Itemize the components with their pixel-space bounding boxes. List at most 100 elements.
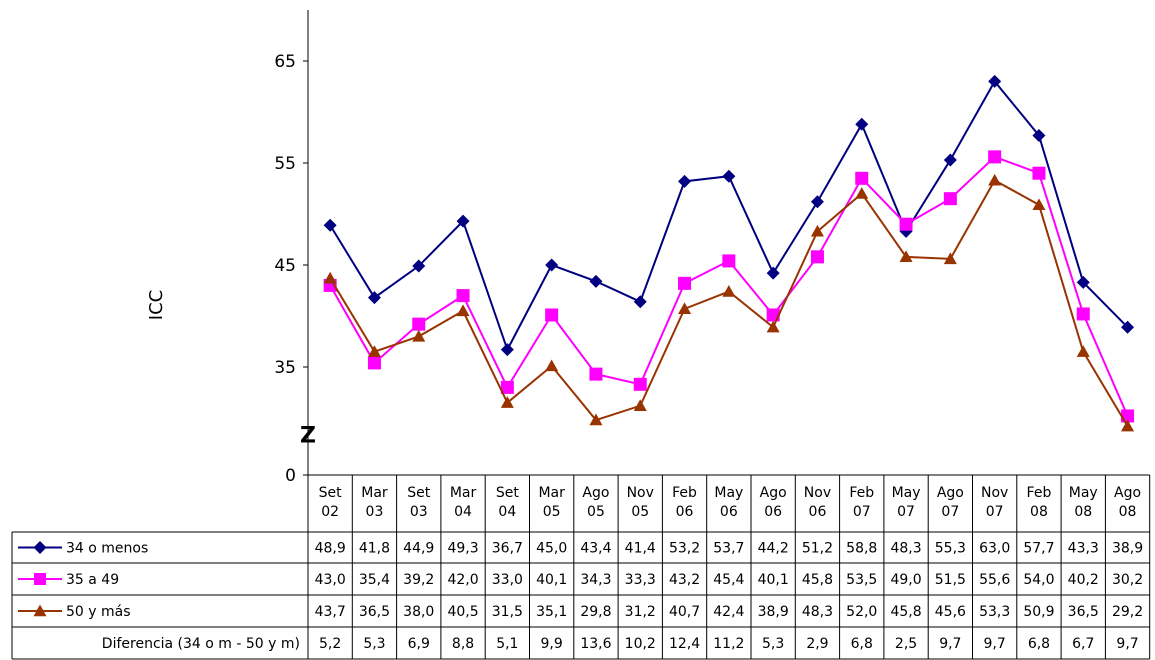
- table-value: 48,3: [802, 604, 833, 620]
- table-value: 33,3: [625, 572, 656, 588]
- table-value: 40,7: [669, 604, 700, 620]
- diamond-marker: [633, 295, 647, 309]
- table-value: 45,4: [713, 572, 744, 588]
- category-label: Set: [319, 485, 343, 501]
- table-value: 5,1: [496, 636, 518, 652]
- table-value: 49,3: [447, 541, 478, 557]
- triangle-marker: [678, 302, 692, 315]
- category-label: Nov: [804, 485, 831, 501]
- triangle-marker: [988, 173, 1002, 186]
- triangle-marker: [412, 329, 426, 342]
- table-value: 50,9: [1023, 604, 1054, 620]
- table-value: 36,5: [1068, 604, 1099, 620]
- table-value: 44,2: [758, 541, 789, 557]
- table-value: 2,5: [895, 636, 917, 652]
- series-name: 35 a 49: [66, 572, 119, 588]
- category-label: Nov: [981, 485, 1008, 501]
- table-value: 43,7: [315, 604, 346, 620]
- category-label: 05: [631, 504, 649, 520]
- diamond-marker: [988, 74, 1002, 88]
- table-value: 55,6: [979, 572, 1010, 588]
- diamond-marker: [33, 541, 47, 554]
- category-label: 07: [941, 504, 959, 520]
- category-label: 03: [410, 504, 428, 520]
- category-label: Set: [407, 485, 431, 501]
- triangle-marker: [589, 413, 603, 426]
- triangle-marker: [943, 252, 957, 265]
- table-value: 42,4: [713, 604, 744, 620]
- table-value: 11,2: [713, 636, 744, 652]
- square-marker: [34, 573, 46, 585]
- category-label: May: [714, 485, 743, 501]
- table-value: 30,2: [1112, 572, 1143, 588]
- category-label: Feb: [1027, 485, 1052, 501]
- diamond-marker: [456, 214, 470, 228]
- table-value: 36,5: [359, 604, 390, 620]
- table-value: 9,7: [1116, 636, 1138, 652]
- data-table: Set 02 Mar 03 Set 03 Mar 04 Set 04 Mar 05 Ago 05 Nov 05…: [11, 475, 1151, 660]
- table-value: 13,6: [580, 636, 611, 652]
- table-value: 10,2: [625, 636, 656, 652]
- category-label: 06: [809, 504, 827, 520]
- table-value: 40,2: [1068, 572, 1099, 588]
- category-label: Mar: [450, 485, 477, 501]
- table-value: 41,4: [625, 541, 656, 557]
- table-value: 45,6: [935, 604, 966, 620]
- table-value: 48,3: [890, 541, 921, 557]
- category-label: Mar: [361, 485, 388, 501]
- square-marker: [1032, 166, 1046, 180]
- table-value: 51,5: [935, 572, 966, 588]
- table-value: 52,0: [846, 604, 877, 620]
- y-axis-label: ICC: [146, 290, 167, 320]
- diamond-marker: [412, 259, 426, 273]
- diamond-marker: [500, 343, 514, 357]
- table-value: 53,3: [979, 604, 1010, 620]
- table-value: 35,1: [536, 604, 567, 620]
- table-value: 29,2: [1112, 604, 1143, 620]
- category-label: 07: [853, 504, 871, 520]
- table-value: 31,5: [492, 604, 523, 620]
- table-value: 58,8: [846, 541, 877, 557]
- triangle-marker: [323, 271, 337, 284]
- table-value: 45,8: [802, 572, 833, 588]
- y-tick-label: 65: [274, 52, 296, 72]
- category-label: May: [892, 485, 921, 501]
- category-label: 07: [897, 504, 915, 520]
- y-tick-label: 0: [285, 466, 296, 486]
- table-value: 40,1: [758, 572, 789, 588]
- category-label: 07: [986, 504, 1004, 520]
- square-marker: [1076, 307, 1090, 321]
- table-value: 29,8: [580, 604, 611, 620]
- table-value: 6,7: [1072, 636, 1094, 652]
- category-label: Ago: [760, 485, 787, 501]
- triangle-marker: [500, 396, 514, 408]
- triangle-marker: [722, 285, 736, 297]
- diamond-marker: [722, 169, 736, 183]
- category-label: Ago: [1114, 485, 1141, 501]
- category-label: 06: [720, 504, 738, 520]
- category-label: 05: [587, 504, 605, 520]
- diamond-marker: [367, 291, 381, 305]
- square-marker: [943, 192, 957, 206]
- category-label: 04: [454, 504, 472, 520]
- diamond-marker: [323, 218, 337, 232]
- square-marker: [456, 289, 470, 303]
- category-label: Set: [496, 485, 520, 501]
- category-label: Mar: [538, 485, 565, 501]
- table-value: 43,0: [315, 572, 346, 588]
- category-label: 08: [1030, 504, 1048, 520]
- category-label: 02: [321, 504, 339, 520]
- table-value: 31,2: [625, 604, 656, 620]
- category-label: 06: [676, 504, 694, 520]
- table-value: 53,5: [846, 572, 877, 588]
- series-name: 50 y más: [66, 604, 131, 620]
- table-value: 40,1: [536, 572, 567, 588]
- table-value: 38,9: [758, 604, 789, 620]
- table-value: 34,3: [580, 572, 611, 588]
- table-value: 6,9: [408, 636, 430, 652]
- table-value: 40,5: [447, 604, 478, 620]
- square-marker: [633, 377, 647, 391]
- table-value: 42,0: [447, 572, 478, 588]
- diamond-marker: [589, 274, 603, 288]
